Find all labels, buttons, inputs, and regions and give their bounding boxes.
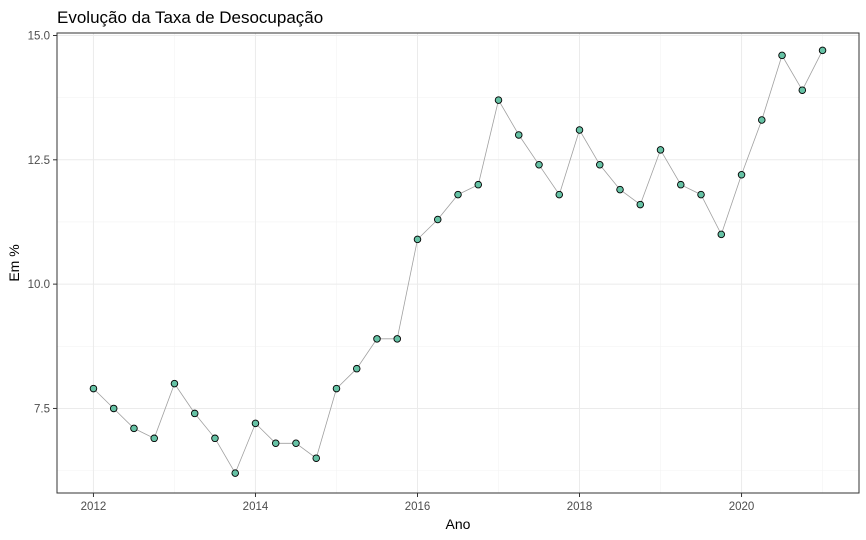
data-point [677,180,685,189]
data-point [596,161,604,169]
data-point [109,404,118,413]
data-point [89,384,98,393]
data-point [373,335,381,343]
data-point [231,469,239,477]
y-tick-label: 7.5 [34,403,50,415]
x-tick-label: 2012 [81,501,107,513]
y-axis-title: Em % [6,244,22,281]
data-point [150,434,158,443]
data-point [798,86,807,94]
data-point [535,161,543,169]
data-point [312,454,320,462]
data-point [656,146,665,154]
data-point [352,364,361,373]
data-point [332,384,341,393]
x-axis-title: Ano [446,516,471,532]
y-tick-label: 10.0 [28,279,50,291]
panel-border [56,32,860,494]
data-point [433,215,442,224]
y-axis: 7.5 10.0 12.5 15.0 [28,30,57,415]
data-point [271,439,280,448]
data-point [494,96,503,104]
chart-title: Evolução da Taxa de Desocupação [57,8,323,27]
data-points [89,46,827,477]
y-tick-label: 12.5 [28,155,50,167]
data-point [818,46,827,55]
data-point [413,235,422,244]
x-tick-label: 2018 [567,501,593,513]
data-point [393,335,401,343]
data-point [130,424,138,433]
data-point [474,180,483,189]
data-point [190,409,199,418]
data-point [555,190,564,199]
x-tick-label: 2020 [729,501,755,513]
x-tick-label: 2014 [243,501,269,513]
data-point [697,190,705,199]
data-point [636,200,645,209]
data-point [778,51,786,60]
data-point [211,434,219,443]
data-point [575,126,584,134]
data-point [454,190,462,199]
x-axis: 2012 2014 2016 2018 2020 [81,493,755,513]
grid [57,33,859,493]
y-tick-label: 15.0 [28,30,50,42]
data-point [616,185,624,194]
data-point [717,230,726,239]
data-point [737,170,746,179]
data-point [758,116,766,124]
data-point [292,439,300,448]
data-point [251,419,260,428]
x-tick-label: 2016 [405,501,431,513]
data-point [515,131,523,139]
data-point [170,379,179,388]
